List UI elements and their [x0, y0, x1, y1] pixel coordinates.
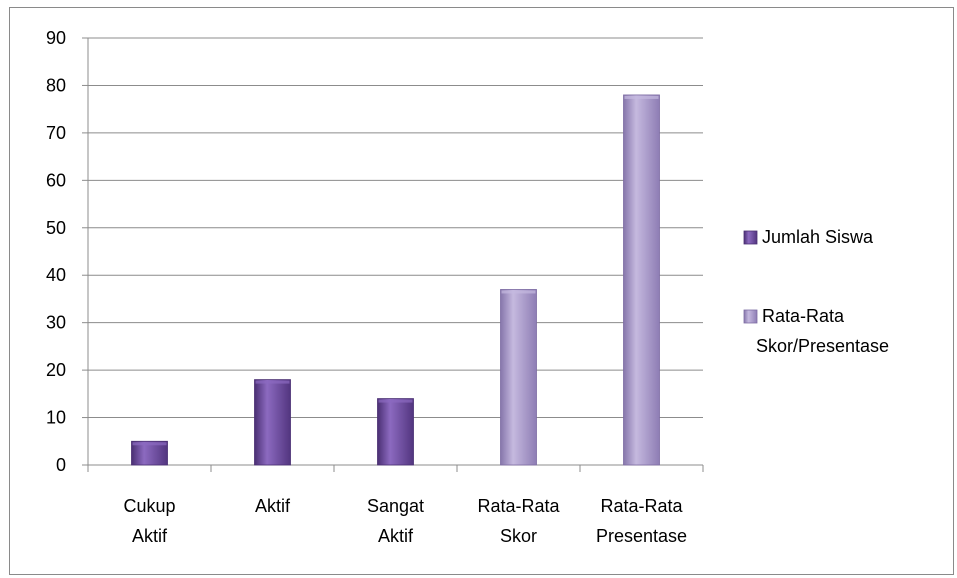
- y-tick-label: 40: [46, 265, 66, 285]
- y-tick-label: 60: [46, 170, 66, 190]
- x-category-label-line: Cukup: [123, 496, 175, 516]
- legend: Jumlah Siswa Rata-Rata Skor/Presentase: [743, 227, 889, 356]
- legend-label: Rata-Rata Skor/Presentase: [756, 306, 889, 356]
- bar-group: [377, 398, 414, 466]
- x-category-label-line: Aktif: [378, 526, 414, 546]
- y-tick-label: 10: [46, 408, 66, 428]
- bar-group: [500, 289, 537, 466]
- bar-highlight: [624, 95, 659, 99]
- legend-swatch: [743, 309, 758, 324]
- bar: [500, 289, 537, 466]
- bar-group: [623, 94, 660, 466]
- x-category-label-line: Presentase: [596, 526, 687, 546]
- bar: [377, 398, 414, 466]
- legend-label: Jumlah Siswa: [762, 227, 874, 247]
- x-category-label: Sangat Aktif: [367, 496, 424, 546]
- bar-group: [131, 440, 168, 466]
- bar-highlight: [132, 442, 167, 446]
- x-category-label-line: Sangat: [367, 496, 424, 516]
- x-category-label-line: Rata-Rata: [600, 496, 683, 516]
- x-category-label: Aktif: [255, 496, 291, 516]
- bar: [254, 379, 291, 466]
- bar-group: [254, 379, 291, 466]
- y-tick-label: 70: [46, 123, 66, 143]
- y-tick-label: 30: [46, 313, 66, 333]
- y-tick-label: 80: [46, 75, 66, 95]
- gridlines: [88, 37, 703, 419]
- legend-item: Rata-Rata Skor/Presentase: [743, 306, 889, 356]
- legend-item: Jumlah Siswa: [743, 227, 874, 247]
- x-category-label: Cukup Aktif: [123, 496, 175, 546]
- x-category-label-line: Aktif: [132, 526, 168, 546]
- bars: [131, 94, 660, 466]
- chart-frame: [9, 7, 954, 575]
- legend-label-line: Skor/Presentase: [756, 336, 889, 356]
- bar-highlight: [378, 399, 413, 403]
- y-tick-label: 90: [46, 28, 66, 48]
- bar: [131, 440, 168, 466]
- legend-label-line: Jumlah Siswa: [762, 227, 874, 247]
- legend-swatch: [743, 230, 758, 245]
- x-category-label: Rata-Rata Presentase: [596, 496, 687, 546]
- bar: [623, 94, 660, 466]
- bar-highlight: [501, 290, 536, 294]
- legend-label-line: Rata-Rata: [762, 306, 845, 326]
- y-tick-label: 50: [46, 218, 66, 238]
- x-category-label-line: Aktif: [255, 496, 291, 516]
- x-category-label-line: Skor: [500, 526, 537, 546]
- x-category-label-line: Rata-Rata: [477, 496, 560, 516]
- y-tick-label: 20: [46, 360, 66, 380]
- x-category-label: Rata-Rata Skor: [477, 496, 560, 546]
- y-tick-label: 0: [56, 455, 66, 475]
- bar-highlight: [255, 380, 290, 384]
